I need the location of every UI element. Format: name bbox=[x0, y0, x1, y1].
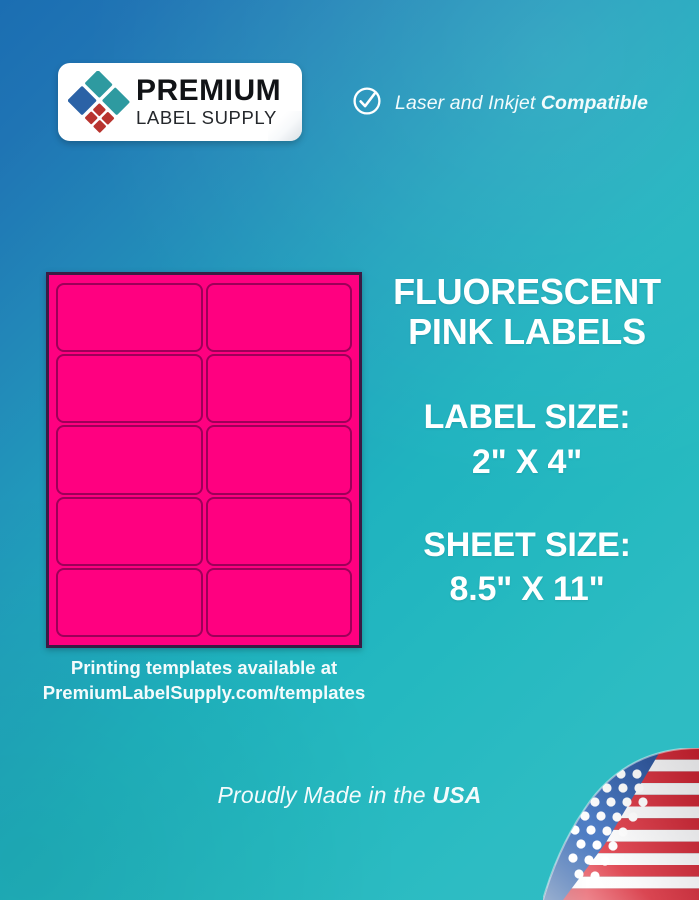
templates-note: Printing templates available at PremiumL… bbox=[0, 656, 408, 705]
label-size-spec: LABEL SIZE: 2" X 4" bbox=[372, 398, 682, 481]
compatibility-label-regular: Laser and Inkjet bbox=[395, 92, 541, 114]
sheet-size-heading: SHEET SIZE: bbox=[423, 525, 631, 564]
compatibility-label-bold: Compatible bbox=[540, 92, 649, 114]
label-cell bbox=[205, 567, 352, 637]
label-size-value: 2" X 4" bbox=[471, 442, 583, 481]
sheet-size-value: 8.5" X 11" bbox=[449, 570, 605, 609]
label-cell bbox=[56, 425, 203, 495]
templates-note-url[interactable]: PremiumLabelSupply.com/templates bbox=[42, 681, 366, 703]
brand-name-top: PREMIUM bbox=[136, 74, 282, 108]
brand-name-bottom: LABEL SUPPLY bbox=[136, 107, 277, 129]
label-cell bbox=[56, 567, 203, 637]
sheet-size-spec: SHEET SIZE: 8.5" X 11" bbox=[372, 525, 682, 609]
templates-note-line1: Printing templates available at bbox=[70, 657, 338, 678]
label-sheet bbox=[46, 272, 362, 648]
product-title-line2: PINK LABELS bbox=[408, 310, 646, 352]
product-title: FLUORESCENT PINK LABELS bbox=[372, 272, 682, 351]
label-cell bbox=[205, 354, 352, 424]
tagline-bold: USA bbox=[432, 782, 482, 808]
label-cell bbox=[205, 283, 352, 353]
product-specs: FLUORESCENT PINK LABELS LABEL SIZE: 2" X… bbox=[372, 272, 682, 609]
check-circle-icon bbox=[352, 86, 382, 121]
tagline-regular: Proudly Made in the bbox=[217, 782, 433, 808]
diamond-grid-logo-icon bbox=[67, 70, 130, 133]
spacer bbox=[372, 481, 682, 527]
spacer bbox=[372, 351, 682, 399]
product-title-line1: FLUORESCENT bbox=[393, 271, 661, 312]
label-cell bbox=[56, 496, 203, 566]
label-cell bbox=[56, 283, 203, 353]
brand-wordmark: PREMIUM LABEL SUPPLY bbox=[136, 76, 281, 128]
usa-flag-page-curl-icon bbox=[543, 748, 699, 900]
made-in-usa-tagline: Proudly Made in the USA bbox=[0, 782, 699, 809]
brand-logo-card: PREMIUM LABEL SUPPLY bbox=[58, 63, 302, 141]
compatibility-label: Laser and Inkjet Compatible bbox=[395, 92, 648, 115]
label-cell bbox=[56, 354, 203, 424]
label-size-heading: LABEL SIZE: bbox=[423, 398, 631, 437]
label-cell bbox=[205, 496, 352, 566]
compatibility-badge: Laser and Inkjet Compatible bbox=[352, 86, 648, 121]
label-cell bbox=[205, 425, 352, 495]
